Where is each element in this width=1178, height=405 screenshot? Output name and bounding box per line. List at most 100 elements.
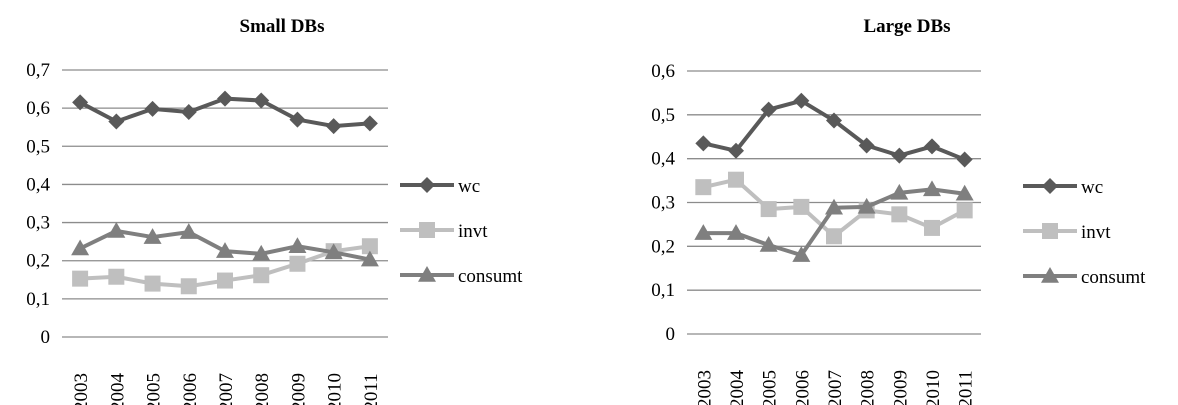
y-tick-label: 0,6 [651, 61, 675, 82]
y-tick-label: 0,7 [26, 60, 50, 81]
legend-marker [419, 222, 435, 238]
y-tick-label: 0,4 [651, 149, 675, 170]
chart-small-dbs: Small DBs 0 0,1 0,2 0,3 0,4 0,5 0,6 0,7 2003 2004 2… [26, 16, 523, 405]
x-tick-label: 2009 [890, 370, 911, 405]
data-point [143, 228, 162, 244]
data-point [956, 202, 973, 219]
data-point [253, 267, 270, 284]
y-tick-label: 0,1 [26, 289, 50, 310]
data-point [107, 221, 126, 238]
data-point [71, 239, 90, 256]
data-point [217, 272, 233, 289]
data-point [759, 236, 778, 252]
data-point [826, 228, 842, 245]
legend-marker [1042, 178, 1058, 194]
y-tick-label: 0 [41, 327, 51, 348]
chart-title: Large DBs [863, 16, 950, 37]
x-tick-label: 2009 [288, 373, 309, 405]
legend-marker [418, 266, 436, 282]
data-point [793, 92, 810, 109]
legend-label: invt [458, 221, 488, 242]
legend-item: consumt [400, 266, 523, 287]
data-point [956, 151, 973, 168]
data-point [180, 103, 197, 120]
data-point [825, 198, 843, 215]
y-tick-label: 0,2 [651, 236, 675, 257]
x-tick-label: 2011 [361, 373, 382, 405]
data-point [793, 198, 810, 215]
legend-label: wc [458, 176, 480, 197]
x-axis-tick-labels: 2003 2004 2005 2006 2007 2008 2009 2010 2011 [694, 370, 976, 405]
data-point [288, 237, 307, 253]
legend-item: consumt [1023, 267, 1146, 288]
data-point [890, 183, 909, 200]
data-point [728, 171, 744, 188]
data-point [891, 147, 908, 164]
data-point [216, 242, 234, 258]
data-point [289, 255, 306, 272]
series-wc [72, 90, 378, 135]
y-axis-tick-labels: 0 0,1 0,2 0,3 0,4 0,5 0,6 0,7 [26, 60, 50, 348]
data-point [728, 142, 744, 159]
data-point [217, 90, 233, 107]
data-point [324, 243, 343, 260]
data-point [858, 137, 875, 154]
data-point [760, 101, 777, 118]
legend-marker [1042, 223, 1058, 239]
data-point [253, 92, 270, 109]
data-point [955, 184, 974, 201]
x-tick-label: 2004 [107, 373, 128, 405]
data-point [826, 112, 842, 129]
data-point [144, 275, 161, 292]
data-point [694, 224, 713, 240]
data-point [72, 270, 89, 287]
series-consumt [694, 180, 974, 262]
legend-item: wc [400, 176, 480, 197]
x-tick-label: 2006 [792, 370, 813, 405]
x-tick-label: 2007 [825, 370, 846, 405]
x-tick-label: 2008 [858, 370, 879, 405]
x-tick-label: 2010 [923, 370, 944, 405]
data-point [144, 100, 161, 117]
data-point [792, 246, 811, 262]
x-tick-label: 2004 [727, 370, 748, 405]
x-tick-label: 2005 [144, 373, 165, 405]
legend: wc invt consumt [1023, 177, 1146, 288]
series-wc [695, 92, 973, 168]
x-tick-label: 2008 [252, 373, 273, 405]
legend-label: wc [1081, 177, 1103, 198]
data-point [108, 113, 125, 130]
data-point [360, 250, 379, 267]
y-axis-tick-labels: 0 0,1 0,2 0,3 0,4 0,5 0,6 [651, 61, 675, 345]
data-point [891, 206, 908, 223]
data-point [180, 278, 197, 295]
chart-large-dbs: Large DBs 0 0,1 0,2 0,3 0,4 0,5 0,6 2003 2004 2005… [589, 0, 1178, 405]
legend-marker [1041, 267, 1059, 283]
y-tick-label: 0,4 [26, 174, 50, 195]
x-tick-label: 2011 [956, 370, 977, 405]
data-point [325, 118, 342, 135]
y-tick-label: 0,6 [26, 98, 50, 119]
x-tick-label: 2007 [216, 373, 237, 405]
legend-item: wc [1023, 177, 1103, 198]
data-point [108, 268, 125, 285]
x-tick-label: 2003 [694, 370, 715, 405]
chart-title: Small DBs [240, 16, 325, 37]
x-tick-label: 2005 [760, 370, 781, 405]
data-point [289, 111, 306, 128]
x-tick-label: 2010 [325, 373, 346, 405]
data-point [923, 180, 941, 197]
data-point [857, 197, 876, 214]
y-tick-label: 0,5 [26, 136, 50, 157]
data-point [252, 244, 271, 261]
data-point [695, 179, 712, 196]
x-tick-label: 2006 [180, 373, 201, 405]
data-point [72, 94, 89, 111]
legend: wc invt consumt [400, 176, 523, 287]
legend-label: invt [1081, 222, 1111, 243]
data-point [924, 219, 940, 236]
data-point [924, 138, 940, 155]
data-point [361, 238, 378, 255]
y-tick-label: 0,2 [26, 251, 50, 272]
